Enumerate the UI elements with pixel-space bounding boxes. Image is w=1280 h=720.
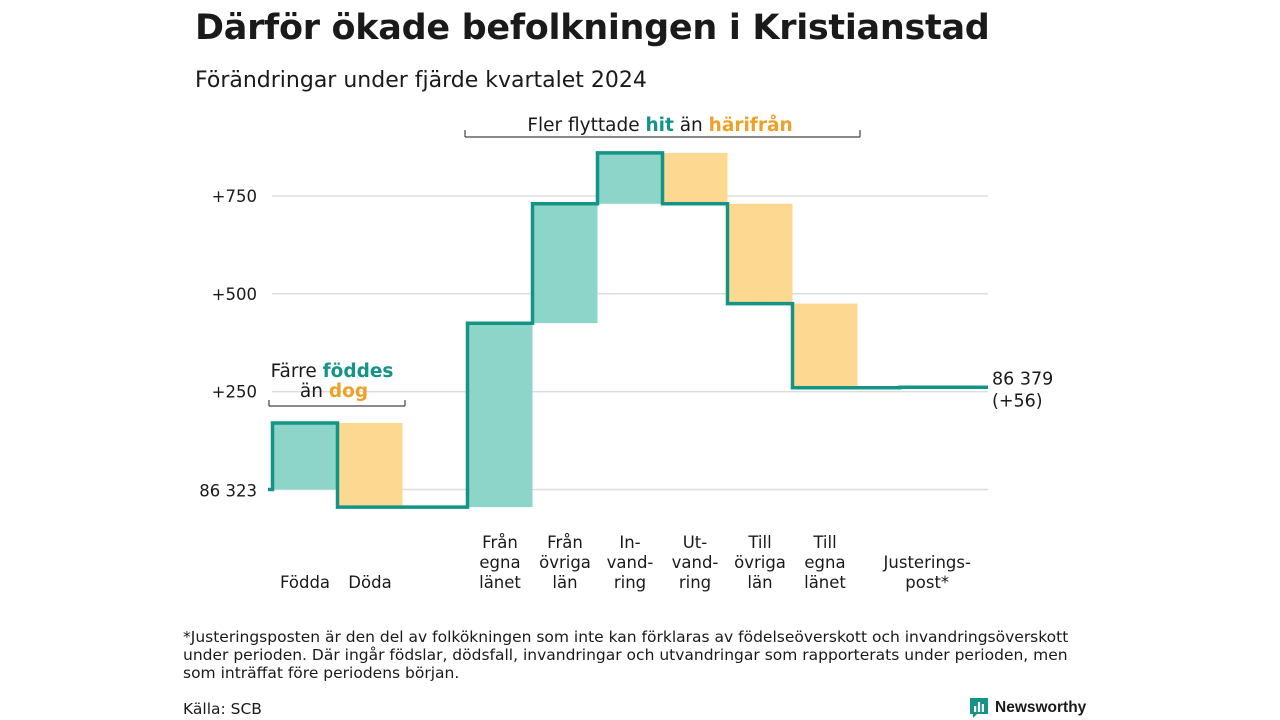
x-tick-label: länet [804,573,846,592]
annotation-part: Färre [271,361,323,382]
x-tick-label: ring [679,573,711,592]
cumulative-step-line [268,151,988,509]
annotation-part: föddes [323,361,394,382]
y-tick-label: +750 [212,187,257,206]
x-tick-label: egna [479,553,520,572]
y-tick-label: +500 [212,285,257,304]
annotation-part: härifrån [709,114,793,136]
annotation-part: dog [329,381,368,402]
x-tick-label: In- [619,533,640,552]
decrease-bar [727,203,793,304]
increase-bar [272,422,338,490]
source-label: Källa: SCB [183,700,262,718]
decrease-bar [337,422,403,508]
annotation-part: än [674,115,709,136]
end-value-label: 86 379 [992,369,1053,389]
x-tick-label: Från [547,533,583,552]
annotation-part: hit [645,115,674,136]
decrease-bar [792,303,858,388]
increase-bar [597,152,663,204]
x-tick-label: övriga [539,553,591,572]
bar-chart-logo-icon [970,698,988,718]
x-tick-label: vand- [607,553,654,572]
x-tick-label: egna [804,553,845,572]
annotation-births-line2: än dog [300,381,368,402]
x-tick-label: Döda [348,573,391,592]
increase-bar [467,323,533,508]
annotation-migration-bracket [464,130,861,138]
brand-name: Newsworthy [995,699,1087,716]
x-tick-label: Från [482,533,518,552]
x-tick-label: länet [479,573,521,592]
x-tick-label: län [552,573,577,592]
x-tick-label: Födda [280,573,330,592]
brand: Newsworthy [969,697,1086,719]
y-tick-label: +250 [212,383,257,402]
chart-title: Därför ökade befolkningen i Kristianstad [195,8,990,48]
x-tick-label: Ut- [683,533,708,552]
annotation-part: Fler flyttade [527,115,645,136]
footnote: *Justeringsposten är den del av folkökni… [183,628,1069,682]
x-tick-label: Till [812,533,836,552]
annotation-migration-line: Fler flyttade hit än härifrån [527,114,792,136]
start-value-label: 86 323 [199,482,257,501]
x-tick-label: vand- [672,553,719,572]
annotation-part: än [300,381,329,402]
annotation-births-bracket [268,400,406,407]
x-tick-label: Justerings- [883,553,971,572]
x-tick-label: län [747,573,772,592]
decrease-bar [662,152,728,204]
x-tick-label: post* [905,573,949,592]
annotation-births-line1: Färre föddes [271,361,394,382]
x-tick-label: Till [747,533,771,552]
end-change-label: (+56) [992,391,1043,411]
chart-subtitle: Förändringar under fjärde kvartalet 2024 [195,68,647,93]
increase-bar [532,203,598,324]
x-tick-label: övriga [734,553,786,572]
x-tick-label: ring [614,573,646,592]
